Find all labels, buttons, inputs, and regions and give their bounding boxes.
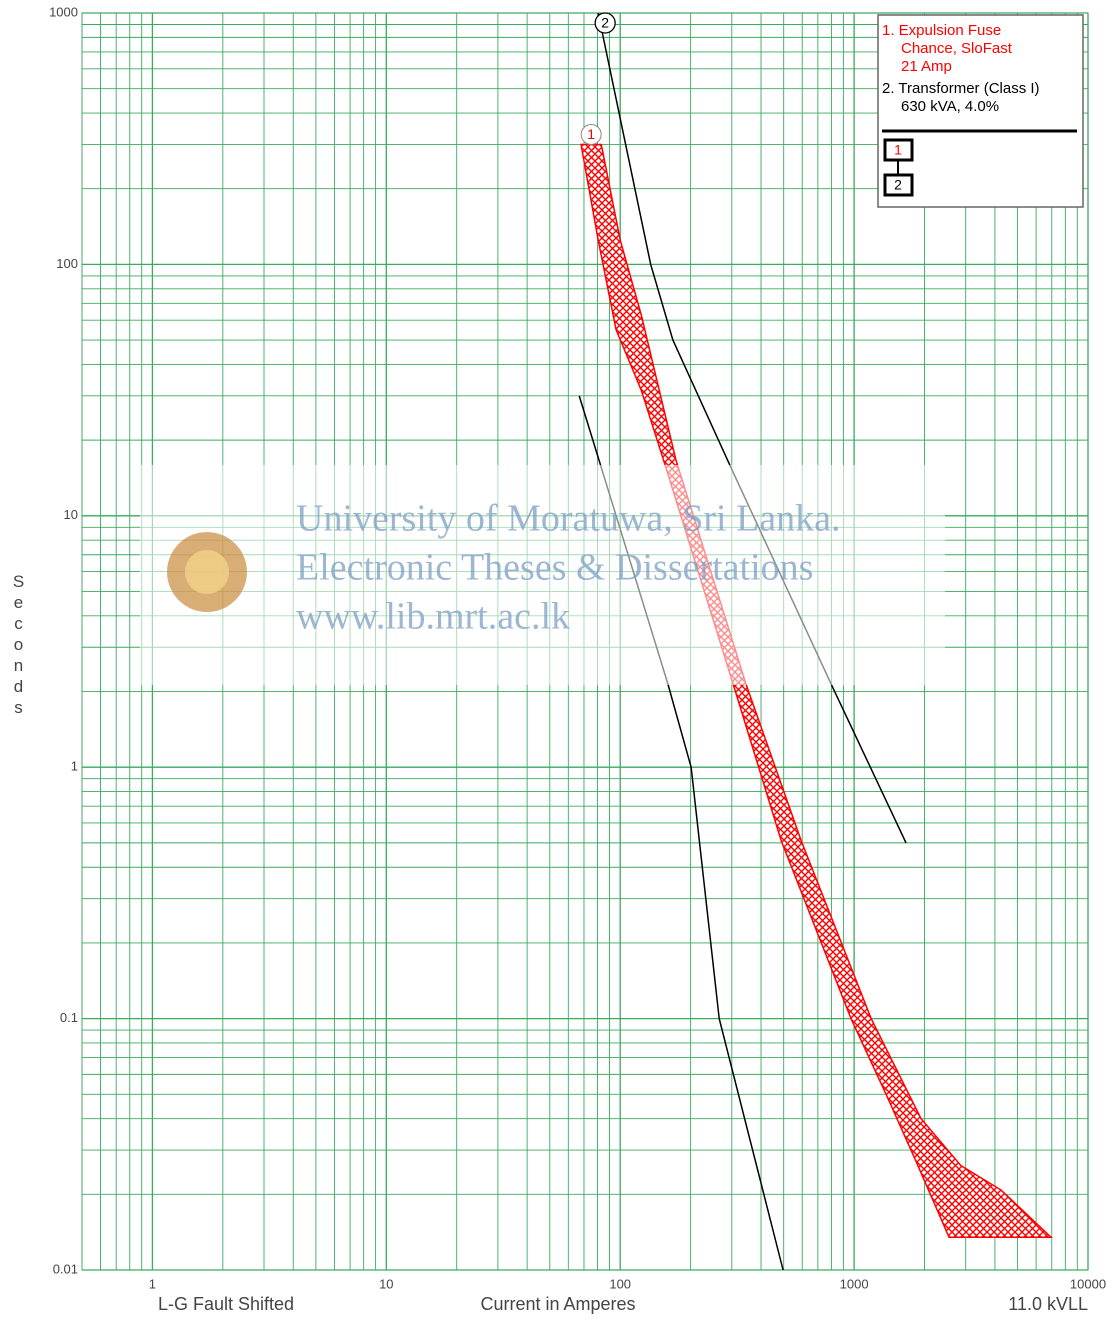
legend-text: 21 Amp xyxy=(901,58,952,75)
legend-node xyxy=(883,173,914,197)
fuse-band xyxy=(580,143,1053,1238)
y-tick-label: 0.1 xyxy=(60,1010,78,1025)
watermark-text: University of Moratuwa, Sri Lanka. xyxy=(296,498,841,540)
x-tick-label: 1 xyxy=(149,1276,156,1291)
legend-node-label: 1 xyxy=(894,142,902,158)
watermark-text: www.lib.mrt.ac.lk xyxy=(296,596,570,638)
x-tick-label: 1000 xyxy=(840,1276,869,1291)
curve-label: 1 xyxy=(587,126,595,142)
y-tick-label: 100 xyxy=(56,256,78,271)
curve-label-circle xyxy=(594,12,616,34)
y-tick-label: 0.01 xyxy=(53,1261,78,1276)
x-tick-label: 10000 xyxy=(1070,1276,1106,1291)
legend-text: 630 kVA, 4.0% xyxy=(901,98,999,115)
legend-text: 2. Transformer (Class I) xyxy=(882,80,1040,97)
legend-node-label: 2 xyxy=(894,177,902,193)
note-right: 11.0 kVLL xyxy=(1008,1294,1088,1314)
curve-label: 2 xyxy=(601,15,609,31)
watermark-logo-inner xyxy=(185,550,229,594)
x-tick-label: 10 xyxy=(379,1276,393,1291)
watermark-text: Electronic Theses & Dissertations xyxy=(296,547,813,589)
curve-label-circle xyxy=(580,123,602,145)
y-tick-label: 1 xyxy=(71,759,78,774)
watermark: University of Moratuwa, Sri Lanka. Electr… xyxy=(140,465,945,685)
y-tick-label: 1000 xyxy=(49,4,78,19)
watermark-backdrop xyxy=(140,465,945,685)
legend-node xyxy=(883,138,914,162)
legend-text: Chance, SloFast xyxy=(901,40,1013,57)
x-tick-label: 100 xyxy=(609,1276,631,1291)
x-axis-label: Current in Amperes xyxy=(480,1294,635,1314)
y-axis-label: Seconds xyxy=(9,572,28,719)
y-tick-label: 10 xyxy=(64,507,78,522)
note-left: L-G Fault Shifted xyxy=(158,1294,294,1314)
legend-text: 1. Expulsion Fuse xyxy=(882,22,1001,39)
